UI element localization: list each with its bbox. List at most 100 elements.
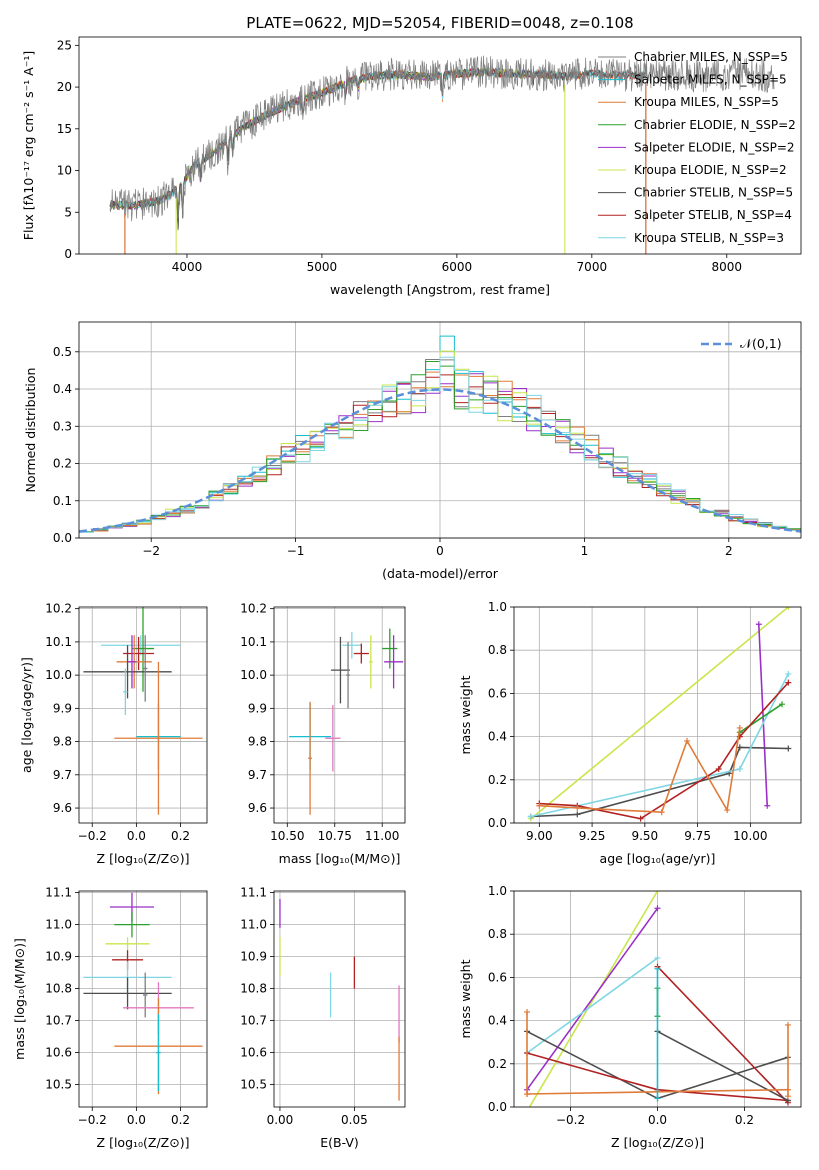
axes-7: −0.2 0.0 0.2 0.0 0.2 0.4 0.6 0.8 1.0 Z [log₁₀(Z/Z… (458, 884, 802, 1150)
x-axis-label: wavelength [Angstrom, rest frame] (330, 282, 550, 297)
line-series-2-marker-1 (574, 811, 581, 818)
legend-label-chabrier_elodie: Chabrier ELODIE, N_SSP=2 (634, 118, 796, 132)
y-tick-label-2: 10 (57, 164, 72, 178)
line-series-1 (758, 624, 768, 806)
line-series-3-marker-0 (527, 813, 534, 820)
x-tick-label-2: 9.50 (631, 829, 658, 843)
y-tick-label-4: 10.0 (45, 668, 72, 682)
x-axis-label: E(B-V) (320, 1135, 359, 1150)
axes-frame-1 (78, 321, 802, 539)
y-tick-label-0: 10.5 (240, 1078, 267, 1092)
y-tick-label-1: 0.1 (53, 494, 72, 508)
line-series-3-marker-2 (785, 670, 792, 677)
x-tick-label-4: 2 (725, 544, 733, 558)
spectrum-chabrier_stelib (109, 67, 646, 230)
y-tick-label-3: 0.6 (488, 970, 507, 984)
y-tick-label-3: 9.9 (248, 701, 267, 715)
x-tick-label-1: 0.0 (127, 829, 146, 843)
y-tick-label-4: 10.9 (240, 950, 267, 964)
x-tick-label-2: 0.2 (171, 1113, 190, 1127)
axes-frame-4 (513, 606, 802, 824)
y-tick-label-0: 0 (64, 247, 72, 261)
gaussian-curve (79, 388, 801, 533)
y-tick-label-3: 0.3 (53, 419, 72, 433)
line-series-0-marker-1 (785, 607, 792, 610)
plot-area-3 (289, 628, 404, 815)
x-tick-label-1: 0.0 (127, 1113, 146, 1127)
spectrum-chabrier_miles (109, 55, 775, 222)
axes-6: 0.00 0.05 10.5 10.6 10.7 10.8 10.9 11.0 11.1 E(B-… (240, 886, 406, 1150)
axes-2: −0.2 0.0 0.2 9.6 9.7 9.8 9.9 10.0 10.1 10.2 Z [log… (19, 602, 208, 866)
y-tick-label-4: 0.4 (53, 382, 72, 396)
y-tick-label-3: 0.6 (488, 686, 507, 700)
axes-3: 10.50 10.75 11.00 9.6 9.7 9.8 9.9 10.0 10.1 10.2 m… (240, 602, 406, 866)
y-tick-label-6: 10.2 (45, 602, 72, 616)
x-tick-label-0: 0.00 (267, 1113, 294, 1127)
plot-area-2 (83, 607, 203, 815)
line-series-6-marker-5 (736, 724, 743, 731)
line-series-5-marker-3 (715, 766, 722, 772)
line-series-6 (657, 1030, 789, 1102)
axes-0: 4000 5000 6000 7000 8000 0 5 10 15 20 25 wavelength… (21, 36, 802, 297)
y-tick-label-2: 0.2 (53, 457, 72, 471)
hist-series-7 (79, 356, 801, 538)
line-series-4-marker-1 (779, 701, 786, 708)
line-series-5 (656, 966, 789, 1104)
spectrum-salpeter_stelib (109, 68, 646, 230)
x-axis-label: mass [log₁₀(M/M⊙)] (279, 851, 401, 866)
x-axis-label: Z [log₁₀(Z/Z⊙)] (611, 1135, 704, 1150)
y-axis-label: mass [log₁₀(M/M⊙)] (12, 938, 27, 1060)
y-tick-label-5: 10.1 (45, 635, 72, 649)
y-tick-label-5: 1.0 (488, 600, 507, 614)
axes-frame-2 (78, 606, 208, 824)
x-tick-label-0: −0.2 (78, 1113, 107, 1127)
x-tick-label-0: −0.2 (556, 1113, 585, 1127)
y-tick-label-3: 15 (57, 122, 72, 136)
axes-frame-6 (273, 890, 406, 1108)
y-tick-label-3: 9.9 (53, 701, 72, 715)
y-tick-label-0: 0.0 (488, 816, 507, 830)
y-tick-label-5: 11.0 (240, 918, 267, 932)
x-tick-label-1: 0.0 (648, 1113, 667, 1127)
line-series-8-marker-1 (524, 1008, 531, 1015)
line-series-1 (526, 907, 659, 1091)
x-tick-label-3: 7000 (577, 260, 608, 274)
x-tick-label-1: 10.75 (318, 829, 352, 843)
line-series-6-marker-4 (724, 807, 731, 814)
line-series-2-marker-1 (654, 954, 661, 961)
spectrum-salpeter_miles (109, 67, 646, 223)
y-tick-label-6: 11.1 (240, 886, 267, 900)
y-tick-label-1: 0.2 (488, 1057, 507, 1071)
x-tick-label-2: 0 (436, 544, 444, 558)
y-tick-label-2: 10.7 (240, 1014, 267, 1028)
plot-area-0 (109, 55, 775, 254)
x-tick-label-3: 9.75 (684, 829, 711, 843)
x-tick-label-0: −0.2 (78, 829, 107, 843)
y-tick-label-3: 10.8 (240, 982, 267, 996)
legend-label-salpeter_miles: Salpeter MILES, N_SSP=5 (634, 73, 787, 87)
y-tick-label-4: 10.0 (240, 668, 267, 682)
legend-label-kroupa_miles: Kroupa MILES, N_SSP=5 (634, 95, 779, 109)
y-tick-label-1: 9.7 (53, 768, 72, 782)
spectrum-kroupa_miles (109, 66, 647, 223)
plot-area-5 (83, 892, 203, 1095)
y-tick-label-4: 0.8 (488, 643, 507, 657)
x-axis-label: Z [log₁₀(Z/Z⊙)] (97, 1135, 190, 1150)
line-series-3 (530, 673, 790, 818)
axes-4: 9.00 9.25 9.50 9.75 10.00 0.0 0.2 0.4 0.6 0.8 1.0 a… (458, 600, 802, 866)
legend-label-salpeter_stelib: Salpeter STELIB, N_SSP=4 (634, 208, 792, 222)
line-series-11-marker-1 (654, 965, 661, 972)
spectrum-kroupa_stelib (109, 67, 647, 230)
line-series-1-marker-0 (755, 621, 762, 628)
y-tick-label-1: 9.7 (248, 768, 267, 782)
x-tick-label-2: 0.2 (735, 1113, 754, 1127)
y-tick-label-5: 1.0 (488, 884, 507, 898)
y-tick-label-1: 0.2 (488, 773, 507, 787)
y-tick-label-4: 20 (57, 80, 72, 94)
x-tick-label-2: 0.2 (171, 829, 190, 843)
x-tick-label-4: 10.00 (733, 829, 767, 843)
line-series-6 (539, 727, 741, 814)
line-series-5-marker-2 (637, 815, 644, 822)
legend-label-chabrier_miles: Chabrier MILES, N_SSP=5 (634, 50, 788, 64)
